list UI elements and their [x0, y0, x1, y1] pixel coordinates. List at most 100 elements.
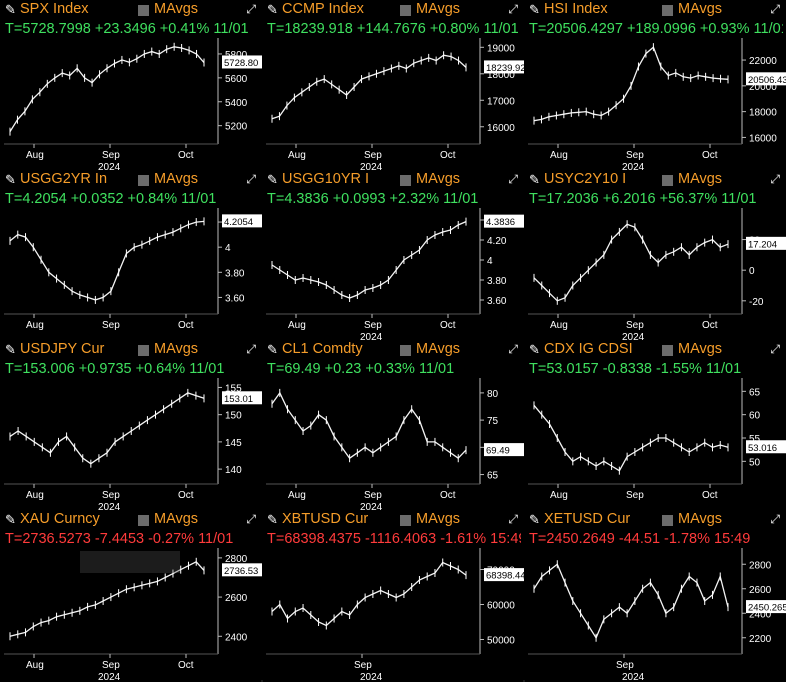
- expand-icon[interactable]: ⤢: [246, 172, 256, 186]
- expand-icon[interactable]: ⤢: [246, 342, 256, 356]
- ticker-title[interactable]: SPX Index: [20, 1, 89, 17]
- y-tick-label: 65: [749, 387, 761, 398]
- expand-icon[interactable]: ⤢: [770, 342, 780, 356]
- ticker-title[interactable]: USDJPY Cur: [20, 341, 105, 357]
- expand-icon[interactable]: ⤢: [508, 342, 518, 356]
- last-price-label: 2736.53: [224, 566, 258, 577]
- mavgs-label[interactable]: MAvgs: [416, 1, 461, 17]
- chart-toolbar-overlay[interactable]: [80, 551, 180, 573]
- ticker-title[interactable]: XETUSD Cur: [544, 511, 631, 527]
- ma-toggle-icon[interactable]: [400, 345, 411, 356]
- chart-panel[interactable]: 2400 2600 2800 2736.53 Aug Sep Oct 2024 ✎ XAU Cur…: [0, 510, 262, 680]
- expand-icon[interactable]: ⤢: [770, 172, 780, 186]
- ticker-title[interactable]: HSI Index: [544, 1, 608, 17]
- pencil-icon[interactable]: ✎: [529, 512, 540, 527]
- ticker-title[interactable]: USYC2Y10 I: [544, 171, 627, 187]
- ma-toggle-icon[interactable]: [662, 5, 673, 16]
- y-tick-label: 2800: [225, 554, 248, 565]
- chart-panel[interactable]: 140 145 150 155 153.01 Aug Sep Oct 2024 ✎ USDJPY C…: [0, 340, 262, 510]
- ma-toggle-icon[interactable]: [400, 5, 411, 16]
- last-price-box: [746, 600, 786, 614]
- pencil-icon[interactable]: ✎: [5, 512, 16, 527]
- mavgs-label[interactable]: MAvgs: [416, 511, 461, 527]
- year-label: 2024: [98, 162, 121, 170]
- last-price-label: 4.3836: [486, 217, 515, 228]
- mavgs-label[interactable]: MAvgs: [154, 341, 199, 357]
- expand-icon[interactable]: ⤢: [508, 512, 518, 526]
- ma-toggle-icon[interactable]: [662, 515, 673, 526]
- ticker-title[interactable]: CCMP Index: [282, 1, 364, 17]
- pencil-icon[interactable]: ✎: [529, 342, 540, 357]
- ma-toggle-icon[interactable]: [138, 345, 149, 356]
- pencil-icon[interactable]: ✎: [529, 172, 540, 187]
- mavgs-label[interactable]: MAvgs: [154, 1, 199, 17]
- pencil-icon[interactable]: ✎: [5, 342, 16, 357]
- pencil-icon[interactable]: ✎: [5, 172, 16, 187]
- expand-icon[interactable]: ⤢: [508, 172, 518, 186]
- expand-icon[interactable]: ⤢: [770, 2, 780, 16]
- ma-toggle-icon[interactable]: [400, 515, 411, 526]
- mavgs-label[interactable]: MAvgs: [678, 511, 723, 527]
- ma-toggle-icon[interactable]: [662, 345, 673, 356]
- x-tick-label: Sep: [102, 490, 120, 501]
- chart-panel[interactable]: 16000 18000 20000 22000 20506.43 Aug Sep Oct 202…: [524, 0, 786, 170]
- ticker-title[interactable]: CDX IG CDSI: [544, 341, 633, 357]
- chart-panel[interactable]: 16000 17000 18000 19000 18239.92 Aug Sep Oct 202…: [262, 0, 524, 170]
- ticker-title[interactable]: XBTUSD Cur: [282, 511, 369, 527]
- ma-toggle-icon[interactable]: [138, 515, 149, 526]
- y-tick-label: 140: [225, 465, 242, 476]
- mavgs-label[interactable]: MAvgs: [678, 1, 723, 17]
- mavgs-label[interactable]: MAvgs: [154, 171, 199, 187]
- expand-icon[interactable]: ⤢: [246, 512, 256, 526]
- quote-stats: T=69.49 +0.23 +0.33% 11/01: [267, 361, 455, 377]
- x-tick-label: Oct: [440, 320, 456, 331]
- price-chart[interactable]: 50 55 60 65 53.016 Aug Sep Oct: [524, 340, 786, 510]
- ma-toggle-icon[interactable]: [138, 175, 149, 186]
- expand-icon[interactable]: ⤢: [770, 512, 780, 526]
- expand-icon[interactable]: ⤢: [246, 2, 256, 16]
- pencil-icon[interactable]: ✎: [267, 2, 278, 17]
- last-price-box: [484, 443, 524, 457]
- pencil-icon[interactable]: ✎: [267, 512, 278, 527]
- chart-panel[interactable]: 5200 5400 5600 5800 5728.80 Aug Sep Oct 2024 ✎ SPX…: [0, 0, 262, 170]
- mavgs-label[interactable]: MAvgs: [678, 341, 723, 357]
- mavgs-label[interactable]: MAvgs: [416, 171, 461, 187]
- price-chart[interactable]: 16000 18000 20000 22000 20506.43 Aug Sep Oct 202…: [524, 0, 786, 170]
- expand-icon[interactable]: ⤢: [508, 2, 518, 16]
- ticker-title[interactable]: XAU Curncy: [20, 511, 100, 527]
- ticker-title[interactable]: USGG2YR In: [20, 171, 108, 187]
- ma-toggle-icon[interactable]: [400, 175, 411, 186]
- pencil-icon[interactable]: ✎: [267, 172, 278, 187]
- ma-toggle-icon[interactable]: [662, 175, 673, 186]
- ma-toggle-icon[interactable]: [138, 5, 149, 16]
- pencil-icon[interactable]: ✎: [5, 2, 16, 17]
- chart-panel[interactable]: 2200 2400 2600 2800 2450.265 Sep 2024 ✎ XETUSD C…: [524, 510, 786, 680]
- pencil-icon[interactable]: ✎: [529, 2, 540, 17]
- chart-panel[interactable]: 50 55 60 65 53.016 Aug Sep Oct ✎ CDX IG CDSI MAvgs…: [524, 340, 786, 510]
- series-line: [271, 391, 467, 460]
- year-label: 2024: [360, 502, 383, 510]
- pencil-icon[interactable]: ✎: [267, 342, 278, 357]
- mavgs-label[interactable]: MAvgs: [416, 341, 461, 357]
- y-tick-label: 65: [487, 471, 499, 482]
- price-chart[interactable]: 16000 17000 18000 19000 18239.92 Aug Sep Oct 202…: [262, 0, 524, 170]
- ticker-title[interactable]: USGG10YR I: [282, 171, 370, 187]
- mavgs-label[interactable]: MAvgs: [678, 171, 723, 187]
- ticker-title[interactable]: CL1 Comdty: [282, 341, 363, 357]
- last-price-box: [484, 60, 524, 74]
- mavgs-label[interactable]: MAvgs: [154, 511, 199, 527]
